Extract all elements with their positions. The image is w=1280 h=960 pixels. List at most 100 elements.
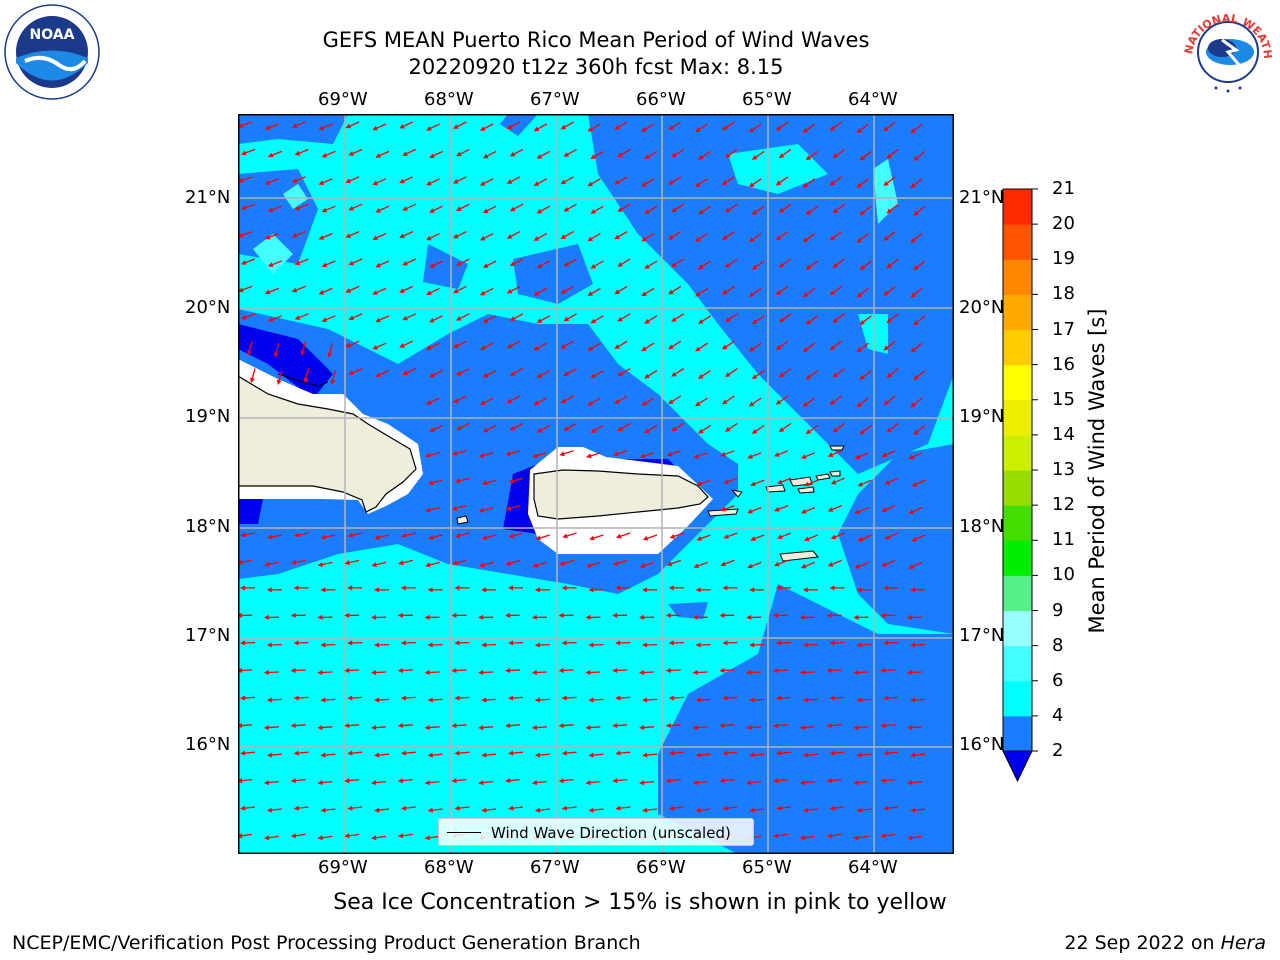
wind-wave-arrow-head [748, 346, 755, 352]
wind-wave-arrow-head [695, 752, 701, 758]
wind-wave-arrow-head [908, 564, 914, 569]
wind-wave-arrow-head [456, 370, 462, 376]
wind-wave-arrow-head [883, 400, 889, 406]
wind-wave-arrow-head [829, 400, 836, 405]
wind-wave-arrow-head [725, 152, 731, 158]
wind-wave-arrow-head [291, 123, 298, 128]
wind-wave-arrow-head [238, 723, 243, 728]
wind-wave-arrow-head [402, 370, 408, 376]
wind-wave-arrow-head [345, 342, 351, 348]
wind-wave-arrow-head [559, 451, 565, 457]
wind-wave-arrow-head [561, 750, 567, 756]
wind-wave-arrow-head [719, 723, 725, 728]
wind-wave-arrow-head [536, 154, 543, 159]
wind-wave-arrow-head [614, 344, 620, 349]
wind-wave-arrow-head [238, 668, 243, 673]
wind-wave-arrow-head [454, 695, 460, 701]
wind-wave-arrow-head [665, 612, 671, 618]
wind-wave-arrow-head [856, 752, 862, 758]
wind-wave-arrow-head [531, 670, 537, 675]
colorbar-tick-label: 12 [1052, 494, 1075, 516]
wind-wave-arrow-head [829, 750, 835, 756]
wind-wave-arrow-head [617, 207, 623, 212]
wind-wave-arrow-head [829, 640, 835, 646]
wind-wave-arrow-head [883, 181, 889, 187]
wind-wave-arrow-head [317, 780, 323, 786]
lon-label-bottom: 64°W [848, 857, 898, 878]
wind-wave-arrow-head [372, 180, 378, 186]
wind-wave-arrow-head [290, 668, 296, 673]
wind-wave-arrow-head [695, 642, 701, 648]
wind-wave-arrow-head [375, 208, 381, 213]
wind-wave-arrow-head [426, 126, 432, 131]
wind-wave-arrow-head [290, 778, 296, 784]
wind-wave-arrow-head [722, 585, 728, 591]
wind-wave-arrow-head [748, 127, 755, 133]
wind-wave-arrow-head [826, 668, 832, 673]
wind-wave-arrow-head [481, 752, 487, 758]
wind-wave-arrow-head [347, 640, 353, 646]
wind-wave-arrow-head [774, 452, 780, 457]
lat-label-left: 18°N [185, 516, 231, 537]
colorbar-tick-label: 13 [1052, 459, 1075, 480]
wind-wave-arrow-head [617, 426, 623, 432]
wind-wave-arrow-head [451, 612, 457, 618]
wind-wave-arrow-head [880, 778, 886, 784]
wind-wave-arrow-head [776, 750, 782, 756]
wind-wave-arrow-head [778, 317, 785, 323]
wind-wave-arrow-head [799, 780, 806, 786]
wind-wave-arrow-head [776, 585, 781, 591]
lon-label-top: 64°W [848, 89, 898, 110]
wind-wave-arrow-head [320, 642, 326, 648]
wind-wave-arrow-head [641, 181, 647, 187]
wind-wave-arrow-head [829, 235, 836, 241]
wind-wave-arrow-head [478, 453, 485, 458]
chart-subtitle: 20220920 t12z 360h fcst Max: 8.15 [408, 55, 784, 79]
wind-wave-arrow-head [884, 480, 891, 485]
wind-wave-arrow-head [746, 725, 752, 731]
wind-wave-arrow-head [347, 585, 353, 591]
wind-wave-arrow-head [775, 290, 782, 296]
wind-wave-arrow-head [321, 153, 328, 158]
colorbar-label: Mean Period of Wind Waves [s] [1085, 308, 1109, 634]
wind-wave-arrow-head [479, 345, 486, 350]
wind-wave-arrow-head [397, 723, 403, 728]
wind-wave-arrow-head [751, 374, 758, 380]
wind-wave-arrow-head [348, 370, 354, 375]
wind-wave-arrow-head [587, 181, 593, 187]
colorbar-band [1003, 715, 1032, 752]
wind-wave-arrow-head [617, 316, 623, 322]
wind-wave-arrow-head [775, 235, 782, 241]
wind-wave-arrow-head [883, 750, 889, 756]
wind-wave-arrow-head [802, 642, 808, 648]
wind-wave-arrow-head [240, 532, 246, 538]
wind-wave-arrow-head [374, 534, 380, 540]
wind-wave-arrow-head [453, 343, 459, 348]
wind-wave-arrow-head [719, 612, 725, 618]
colorbar-under-triangle [1002, 750, 1033, 783]
wind-wave-arrow-head [266, 807, 273, 813]
wind-wave-arrow-head [247, 350, 252, 356]
wind-wave-arrow-head [617, 371, 623, 377]
wind-wave-arrow-head [508, 640, 514, 646]
wind-wave-arrow-head [746, 670, 752, 675]
wind-wave-arrow-head [721, 399, 728, 405]
wind-wave-arrow-head [345, 233, 351, 238]
wind-wave-arrow-head [722, 750, 728, 756]
wind-wave-arrow-head [693, 563, 699, 569]
wind-wave-arrow-head [318, 125, 325, 131]
wind-wave-arrow-head [344, 668, 350, 673]
wind-wave-arrow-head [505, 668, 511, 673]
wind-wave-arrow-head [558, 778, 564, 784]
wind-wave-arrow-head [374, 642, 380, 648]
wind-wave-arrow-head [883, 640, 889, 646]
wind-wave-arrow-head [859, 429, 865, 435]
wind-wave-arrow-head [399, 288, 405, 293]
wind-wave-arrow-head [427, 697, 433, 703]
wind-wave-arrow-head [799, 614, 805, 620]
wind-wave-arrow-head [590, 209, 596, 214]
wind-wave-arrow-head [505, 778, 511, 784]
wind-wave-arrow-head [639, 670, 645, 675]
wind-wave-arrow-head [397, 612, 403, 618]
wind-wave-arrow-head [587, 346, 593, 351]
